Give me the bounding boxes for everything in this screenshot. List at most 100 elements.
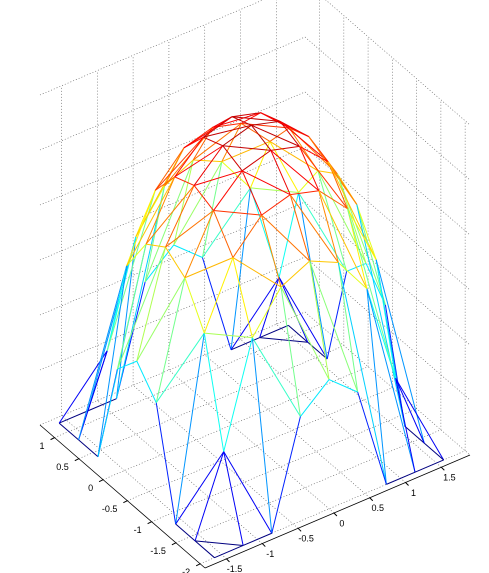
mesh-edge xyxy=(194,171,242,186)
mesh-edge xyxy=(116,237,135,399)
grid-line xyxy=(61,416,226,559)
mesh-edge xyxy=(214,545,243,557)
x-tick-label: 1.5 xyxy=(443,473,456,483)
grid-line xyxy=(241,339,406,482)
mesh-edge xyxy=(137,278,185,361)
mesh-edge xyxy=(224,338,253,452)
mesh-edge xyxy=(165,247,184,278)
mesh-edge xyxy=(176,452,224,524)
mesh-edge xyxy=(310,261,358,392)
x-tick-label: -1.5 xyxy=(227,564,243,573)
chart: -1.5-1-0.500.511.5-2-1.5-1-0.500.51 xyxy=(0,0,489,573)
mesh-edge xyxy=(328,162,376,260)
x-tick-label: -0.5 xyxy=(298,534,314,544)
mesh-edge xyxy=(338,263,367,289)
mesh-edge xyxy=(59,423,78,440)
mesh-edge xyxy=(202,258,231,350)
y-tick-label: -1 xyxy=(134,525,142,535)
mesh-edge xyxy=(300,380,329,417)
grid-line xyxy=(40,257,305,370)
mesh-edge xyxy=(222,123,241,161)
x-tick-label: 0.5 xyxy=(371,503,384,513)
mesh-edge xyxy=(176,333,205,524)
mesh-edge xyxy=(260,338,308,343)
mesh-edge xyxy=(174,162,222,245)
tick-mark xyxy=(370,498,373,501)
mesh-edge xyxy=(214,211,262,216)
x-tick-label: 1 xyxy=(411,488,416,498)
tick-mark xyxy=(334,513,337,516)
mesh-edge xyxy=(318,171,347,272)
mesh-edge xyxy=(251,121,280,125)
tick-mark xyxy=(123,501,127,503)
grid-line xyxy=(103,367,368,480)
mesh-edge xyxy=(156,403,175,524)
grid-line xyxy=(205,355,370,498)
mesh-edge xyxy=(242,171,290,195)
mesh-edge xyxy=(424,443,443,460)
mesh-edge xyxy=(348,209,396,379)
grid-line xyxy=(133,385,298,528)
y-tick-label: -2 xyxy=(182,567,190,573)
mesh-edge xyxy=(252,338,300,417)
mesh-edge xyxy=(252,338,271,534)
grid-line xyxy=(169,370,334,513)
grid-line xyxy=(176,430,441,543)
mesh-edge xyxy=(338,263,357,393)
mesh-edge xyxy=(243,533,272,545)
grid-line xyxy=(127,388,392,501)
mesh-edge xyxy=(195,541,243,546)
mesh-edge xyxy=(156,333,204,403)
mesh-edge xyxy=(79,440,98,457)
mesh-edge xyxy=(290,195,338,263)
mesh-edge xyxy=(281,261,310,287)
tick-mark xyxy=(99,480,103,482)
mesh-edge xyxy=(195,452,224,541)
tick-mark xyxy=(298,528,301,531)
y-tick-label: 0 xyxy=(88,483,93,493)
mesh-edge xyxy=(223,146,271,151)
mesh-edge xyxy=(242,171,261,215)
tick-mark xyxy=(226,559,229,562)
y-tick-label: 0.5 xyxy=(56,462,69,472)
tick-mark xyxy=(51,438,55,440)
mesh-edge xyxy=(137,361,156,403)
y-tick-label: -0.5 xyxy=(102,504,118,514)
mesh-edge xyxy=(224,452,243,546)
tick-mark xyxy=(75,459,79,461)
mesh-edge xyxy=(271,146,300,150)
mesh-edge xyxy=(193,160,222,162)
mesh-edge xyxy=(270,141,299,192)
mesh-edge xyxy=(204,333,252,338)
tick-mark xyxy=(262,544,265,547)
grid-line xyxy=(40,312,305,425)
tick-mark xyxy=(441,467,444,470)
mesh-edge xyxy=(279,277,308,342)
grid-line xyxy=(40,0,305,95)
mesh-edge xyxy=(98,266,127,457)
mesh-edge xyxy=(310,261,339,263)
grid-line xyxy=(40,92,305,205)
mesh-edge xyxy=(165,148,184,186)
mesh-edge xyxy=(337,174,385,305)
mesh-edge xyxy=(262,195,291,215)
tick-mark xyxy=(406,482,409,485)
mesh-edge xyxy=(146,244,165,247)
grid-line xyxy=(305,312,470,455)
tick-mark xyxy=(148,522,152,524)
mesh-edge xyxy=(79,266,127,440)
mesh-edge xyxy=(338,263,386,485)
y-tick-label: -1.5 xyxy=(150,546,166,556)
mesh-edge xyxy=(176,524,195,541)
mesh-edge xyxy=(290,191,319,195)
grid-line xyxy=(305,37,470,180)
mesh-edge xyxy=(386,472,415,484)
mesh-edge xyxy=(204,258,233,333)
mesh-edge xyxy=(195,541,214,558)
mesh-edge xyxy=(280,121,309,136)
mesh-edge xyxy=(175,177,194,186)
mesh-edge xyxy=(214,171,243,211)
grid-line xyxy=(40,37,305,150)
mesh-edge xyxy=(262,215,281,287)
mesh-edge xyxy=(260,325,289,337)
